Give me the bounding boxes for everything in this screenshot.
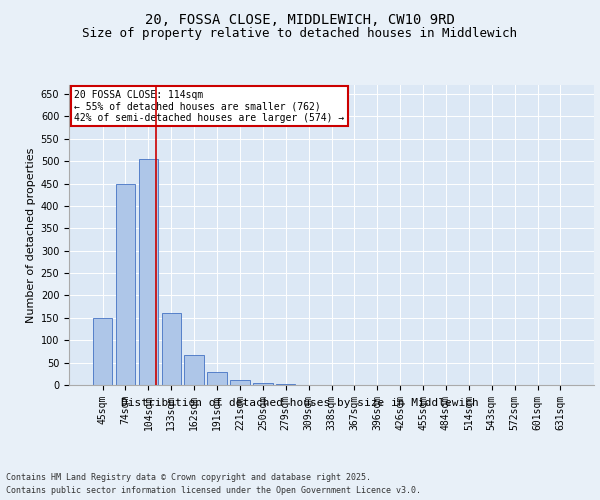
Text: 20, FOSSA CLOSE, MIDDLEWICH, CW10 9RD: 20, FOSSA CLOSE, MIDDLEWICH, CW10 9RD — [145, 12, 455, 26]
Text: Contains HM Land Registry data © Crown copyright and database right 2025.: Contains HM Land Registry data © Crown c… — [6, 472, 371, 482]
Text: Contains public sector information licensed under the Open Government Licence v3: Contains public sector information licen… — [6, 486, 421, 495]
Bar — [139, 159, 158, 385]
Bar — [208, 372, 227, 385]
Text: 20 FOSSA CLOSE: 114sqm
← 55% of detached houses are smaller (762)
42% of semi-de: 20 FOSSA CLOSE: 114sqm ← 55% of detached… — [74, 90, 344, 122]
Bar — [93, 318, 112, 385]
Bar — [116, 184, 135, 385]
Bar — [253, 383, 272, 385]
Bar — [230, 380, 250, 385]
Bar — [184, 354, 204, 385]
Text: Size of property relative to detached houses in Middlewich: Size of property relative to detached ho… — [83, 28, 517, 40]
Bar — [276, 384, 295, 385]
Text: Distribution of detached houses by size in Middlewich: Distribution of detached houses by size … — [121, 398, 479, 407]
Bar — [161, 314, 181, 385]
Y-axis label: Number of detached properties: Number of detached properties — [26, 148, 37, 322]
